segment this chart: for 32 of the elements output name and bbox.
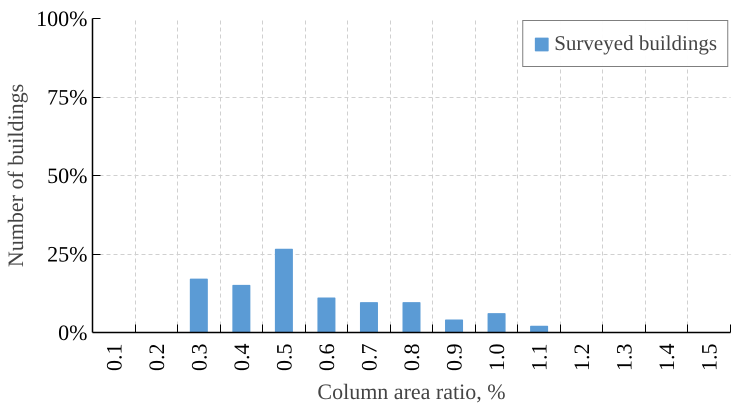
y-tick-label: 50% (47, 163, 88, 188)
x-axis-title: Column area ratio, % (317, 379, 506, 404)
bar (445, 319, 464, 332)
x-tick-label: 0.5 (271, 344, 296, 371)
x-tick-label: 1.0 (484, 344, 510, 371)
bar (274, 248, 293, 332)
bar (530, 326, 548, 332)
bar (402, 302, 421, 332)
y-tick-label: 75% (47, 84, 88, 110)
bar (190, 278, 208, 332)
x-tick-label: 1.3 (612, 344, 637, 371)
y-tick-label: 25% (47, 242, 88, 266)
x-tick-label: 0.4 (228, 344, 254, 371)
bar (232, 284, 250, 332)
bar (360, 302, 378, 332)
y-tick-label: 100% (36, 6, 88, 31)
bar (488, 313, 506, 332)
x-tick-label: 1.4 (654, 344, 680, 371)
x-tick-label: 0.1 (101, 344, 126, 371)
x-tick-label: 0.8 (399, 344, 424, 371)
x-tick-label: 0.6 (314, 344, 339, 371)
x-tick-label: 0.2 (144, 344, 169, 371)
legend-label: Surveyed buildings (554, 31, 717, 56)
x-tick-label: 0.9 (442, 344, 467, 371)
x-tick-label: 0.3 (186, 344, 212, 371)
x-tick-label: 1.5 (696, 344, 722, 371)
x-tick-label: 1.2 (569, 344, 594, 371)
y-axis-title: Number of buildings (3, 84, 28, 268)
x-tick-label: 1.1 (526, 344, 552, 371)
bar (317, 297, 336, 332)
y-tick-label: 0% (58, 320, 88, 345)
x-tick-label: 0.7 (356, 344, 382, 371)
